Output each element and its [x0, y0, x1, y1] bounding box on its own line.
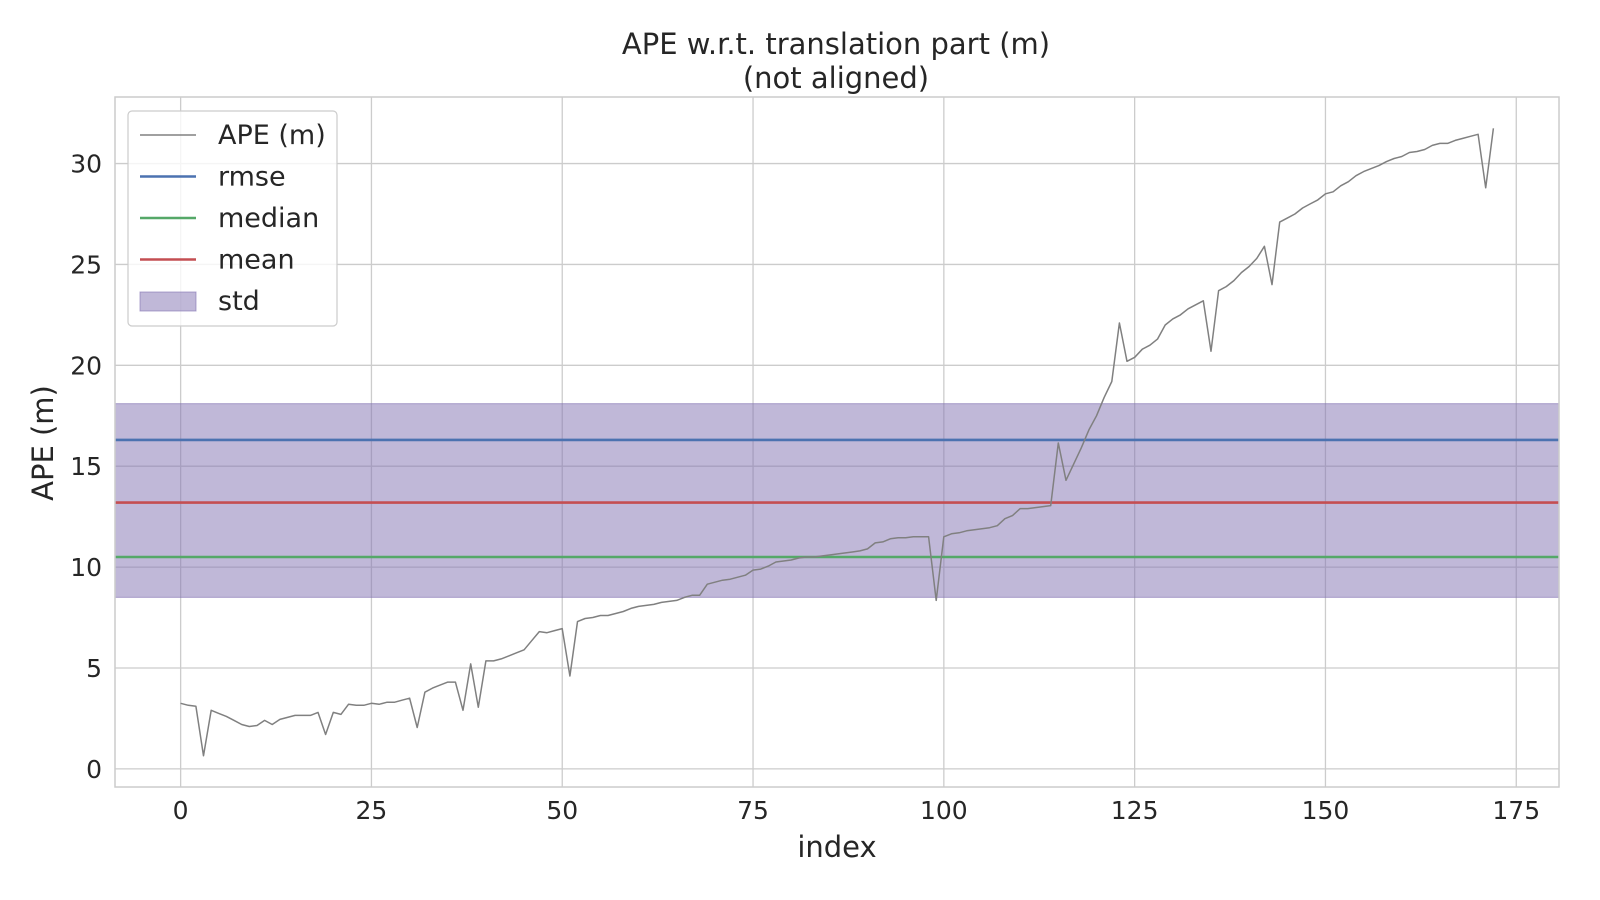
- std-band-rect: [114, 403, 1560, 598]
- x-tick-labels: 0 25 50 75 100 125 150 175: [173, 796, 1540, 825]
- x-tick-label: 150: [1302, 796, 1350, 825]
- x-tick-label: 0: [173, 796, 189, 825]
- std-band: [114, 403, 1560, 598]
- y-tick-labels: 0 5 10 15 20 25 30: [70, 150, 102, 784]
- y-tick-label: 15: [70, 452, 102, 481]
- plot-frame: [114, 96, 1560, 788]
- x-axis-label: index: [797, 830, 876, 864]
- x-tick-label: 125: [1111, 796, 1159, 825]
- y-tick-label: 25: [70, 250, 102, 279]
- stat-lines: [115, 438, 1559, 559]
- legend-std-swatch: [139, 291, 197, 312]
- legend: APE (m) rmse median mean std: [127, 110, 338, 327]
- legend-std-label: std: [218, 286, 260, 317]
- chart-subtitle: (not aligned): [743, 61, 929, 95]
- y-axis-label: APE (m): [26, 385, 60, 501]
- legend-items: APE (m) rmse median mean std: [139, 120, 326, 317]
- x-tick-label: 100: [920, 796, 968, 825]
- y-tick-label: 0: [86, 755, 102, 784]
- chart-title: APE w.r.t. translation part (m): [622, 27, 1050, 61]
- plot-area: [114, 96, 1560, 788]
- y-tick-label: 30: [70, 150, 102, 179]
- y-tick-label: 10: [70, 553, 102, 582]
- legend-box: [127, 110, 338, 327]
- legend-median-label: median: [218, 203, 319, 234]
- x-tick-label: 25: [356, 796, 388, 825]
- ape-line: [180, 128, 1495, 757]
- x-tick-label: 50: [546, 796, 578, 825]
- y-tick-label: 5: [86, 654, 102, 683]
- y-tick-label: 20: [70, 351, 102, 380]
- x-tick-label: 175: [1492, 796, 1540, 825]
- legend-ape-label: APE (m): [218, 120, 326, 151]
- legend-rmse-label: rmse: [218, 162, 286, 193]
- ape-series: [180, 128, 1495, 757]
- legend-mean-label: mean: [218, 245, 295, 276]
- x-tick-label: 75: [737, 796, 769, 825]
